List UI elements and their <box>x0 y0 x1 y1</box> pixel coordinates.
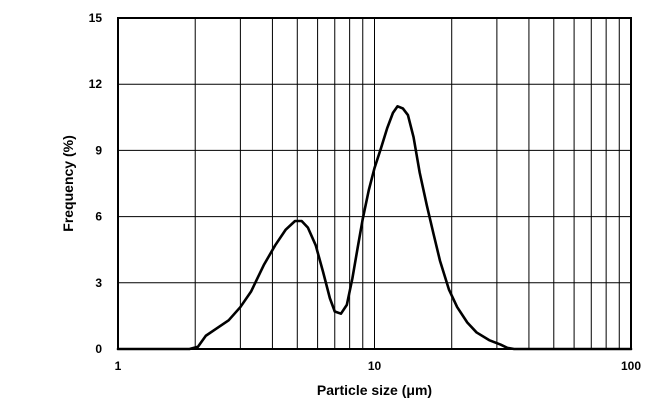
y-tick-label: 15 <box>89 11 103 25</box>
grid-lines <box>118 18 631 349</box>
y-tick-label: 0 <box>95 342 102 356</box>
y-tick-label: 3 <box>95 276 102 290</box>
plot-area-frame <box>117 17 632 350</box>
y-tick-labels: 0 3 6 9 12 15 <box>89 11 103 356</box>
frequency-curve <box>116 104 633 351</box>
y-tick-label: 12 <box>89 77 103 91</box>
y-tick-label: 6 <box>95 210 102 224</box>
y-axis-title: Frequency (%) <box>60 135 76 231</box>
x-tick-label: 1 <box>115 359 122 373</box>
x-tick-labels: 1 10 100 <box>115 359 642 373</box>
x-axis-title: Particle size (μm) <box>317 382 432 398</box>
y-tick-label: 9 <box>95 143 102 157</box>
x-tick-label: 10 <box>368 359 382 373</box>
x-tick-label: 100 <box>621 359 641 373</box>
